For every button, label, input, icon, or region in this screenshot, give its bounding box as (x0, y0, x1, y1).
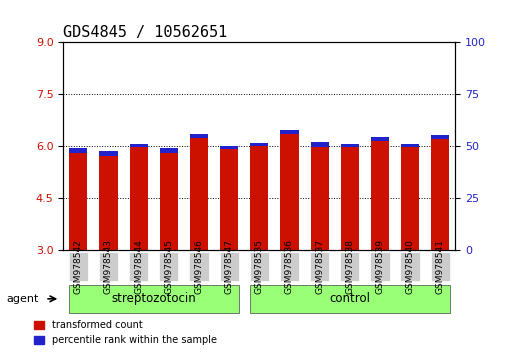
Bar (250, 143, 268, 250)
Bar (129, 144, 147, 147)
Bar (370, 137, 388, 141)
Text: GDS4845 / 10562651: GDS4845 / 10562651 (63, 25, 227, 40)
FancyBboxPatch shape (400, 252, 419, 281)
Text: GSM978536: GSM978536 (284, 239, 293, 294)
Text: streptozotocin: streptozotocin (111, 292, 196, 306)
FancyBboxPatch shape (189, 252, 208, 281)
FancyBboxPatch shape (249, 252, 269, 281)
Bar (220, 145, 238, 149)
FancyBboxPatch shape (430, 252, 449, 281)
Bar (310, 142, 328, 147)
Bar (280, 131, 298, 250)
Text: GSM978541: GSM978541 (435, 239, 444, 294)
Bar (430, 136, 448, 250)
Bar (129, 144, 147, 250)
Bar (400, 144, 418, 250)
Bar (189, 133, 208, 138)
FancyBboxPatch shape (69, 252, 88, 281)
FancyBboxPatch shape (69, 285, 238, 313)
FancyBboxPatch shape (129, 252, 148, 281)
FancyBboxPatch shape (219, 252, 238, 281)
Legend: transformed count, percentile rank within the sample: transformed count, percentile rank withi… (30, 316, 220, 349)
Bar (310, 143, 328, 250)
Text: GSM978545: GSM978545 (164, 239, 173, 294)
FancyBboxPatch shape (159, 252, 178, 281)
Bar (189, 134, 208, 250)
Text: GSM978539: GSM978539 (375, 239, 384, 294)
FancyBboxPatch shape (98, 252, 118, 281)
FancyBboxPatch shape (279, 252, 298, 281)
Text: agent: agent (7, 294, 39, 304)
Bar (69, 148, 87, 153)
Text: GSM978547: GSM978547 (224, 239, 233, 294)
Text: control: control (329, 292, 370, 306)
Bar (280, 130, 298, 134)
Text: GSM978538: GSM978538 (344, 239, 354, 294)
Text: GSM978535: GSM978535 (255, 239, 263, 294)
Bar (430, 135, 448, 139)
Bar (220, 146, 238, 250)
Text: GSM978537: GSM978537 (315, 239, 324, 294)
Text: GSM978543: GSM978543 (104, 239, 113, 294)
FancyBboxPatch shape (310, 252, 329, 281)
Bar (160, 148, 178, 153)
Bar (250, 143, 268, 146)
Bar (340, 144, 358, 147)
Bar (99, 151, 117, 156)
Bar (400, 144, 418, 147)
Bar (99, 152, 117, 250)
Text: GSM978546: GSM978546 (194, 239, 203, 294)
FancyBboxPatch shape (339, 252, 359, 281)
Bar (370, 138, 388, 250)
Bar (160, 148, 178, 250)
Text: GSM978540: GSM978540 (405, 239, 414, 294)
Bar (340, 144, 358, 250)
FancyBboxPatch shape (249, 285, 449, 313)
Bar (69, 149, 87, 250)
Text: GSM978544: GSM978544 (134, 239, 143, 294)
FancyBboxPatch shape (370, 252, 389, 281)
Text: GSM978542: GSM978542 (74, 239, 83, 294)
